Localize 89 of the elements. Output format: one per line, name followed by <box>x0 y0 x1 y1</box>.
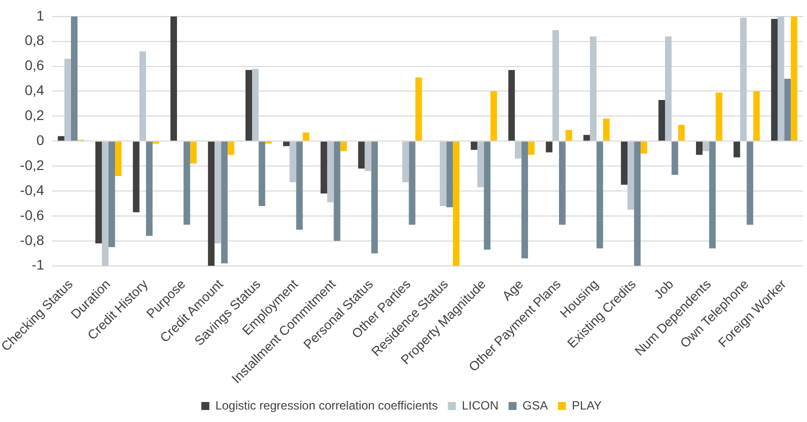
x-tick-label: Age <box>499 276 526 304</box>
legend-label: Logistic regression correlation coefficients <box>215 398 438 412</box>
bar <box>371 142 378 254</box>
bar <box>446 142 453 208</box>
bar <box>672 142 678 175</box>
bar <box>334 142 340 241</box>
bar <box>558 142 566 225</box>
bar <box>214 142 222 244</box>
y-tick-label: -1 <box>32 256 44 273</box>
y-tick-label: 0 <box>36 132 44 148</box>
bar <box>364 142 372 172</box>
bar <box>528 142 535 155</box>
bar <box>170 16 177 141</box>
bar <box>603 118 610 141</box>
bar <box>620 142 628 185</box>
bar <box>415 78 422 141</box>
bar <box>634 142 641 266</box>
bar <box>132 142 140 212</box>
bar <box>408 142 416 225</box>
bar <box>566 130 572 141</box>
bar <box>340 142 347 152</box>
bar <box>508 70 515 141</box>
bar <box>665 36 672 141</box>
bar <box>221 142 228 264</box>
bar <box>452 142 460 266</box>
bar <box>734 142 740 158</box>
bar <box>95 142 102 244</box>
y-tick-label: 0,6 <box>24 57 44 74</box>
bar <box>290 142 296 182</box>
bar <box>246 70 252 141</box>
bar <box>146 142 153 236</box>
bar <box>696 142 703 155</box>
bar <box>184 142 190 225</box>
bar <box>190 142 197 164</box>
y-tick-label: -0,6 <box>20 206 44 223</box>
bar <box>784 78 791 141</box>
bar <box>470 142 478 150</box>
bar <box>596 142 604 248</box>
bar <box>327 142 334 202</box>
bar <box>402 142 409 182</box>
bar <box>771 18 778 141</box>
bar <box>208 142 215 266</box>
bar <box>740 18 747 141</box>
bar <box>115 142 122 176</box>
bar <box>484 142 490 250</box>
bar <box>753 91 760 141</box>
bar <box>283 142 290 146</box>
bar <box>296 142 303 230</box>
y-tick-label: 0,4 <box>24 82 44 98</box>
bar <box>302 132 310 141</box>
bar <box>716 92 722 141</box>
bar <box>658 100 666 141</box>
bar <box>627 142 634 210</box>
bar <box>102 142 108 266</box>
bar <box>64 58 71 141</box>
y-tick-label: 1 <box>36 7 44 24</box>
bar <box>546 142 552 152</box>
bar <box>320 142 328 194</box>
y-tick-label: -0,2 <box>20 156 44 173</box>
bar <box>746 142 754 225</box>
bar <box>583 134 590 141</box>
bar <box>108 142 116 248</box>
bar <box>590 36 597 141</box>
legend-label: LICON <box>462 398 499 412</box>
bar <box>252 68 259 141</box>
bar <box>709 142 716 248</box>
bar <box>490 91 498 141</box>
bar <box>139 51 146 141</box>
bar <box>70 16 78 141</box>
y-tick-label: 0,8 <box>24 32 44 48</box>
bar <box>521 142 528 258</box>
legend-label: GSA <box>522 398 548 412</box>
legend-label: PLAY <box>572 398 602 412</box>
y-tick-label: -0,8 <box>20 232 44 248</box>
bar <box>58 136 64 141</box>
bar <box>778 16 784 141</box>
bar <box>552 30 559 141</box>
bar <box>640 142 648 154</box>
y-tick-label: -0,4 <box>20 182 44 198</box>
bar <box>258 142 266 206</box>
bar <box>477 142 484 188</box>
bar <box>228 142 234 155</box>
bar <box>440 142 446 206</box>
bar <box>790 16 798 141</box>
bar <box>702 142 710 152</box>
bar <box>358 142 365 169</box>
bar <box>514 142 522 159</box>
bar <box>678 124 685 141</box>
y-tick-label: 0,2 <box>24 107 44 124</box>
